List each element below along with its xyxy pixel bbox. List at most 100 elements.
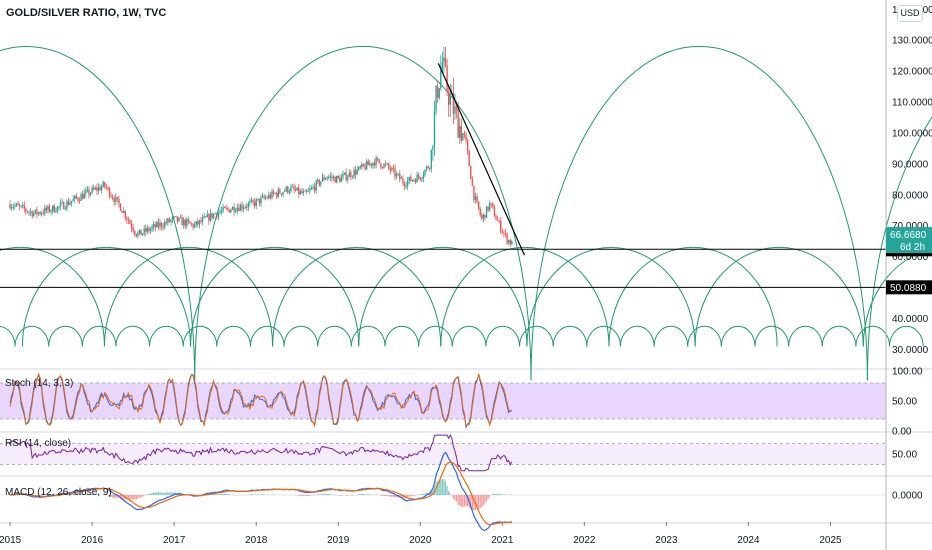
stoch-d-line <box>9 372 513 428</box>
candle-body <box>402 178 404 184</box>
cycle-arc-small <box>519 325 554 347</box>
candle-body <box>15 203 18 206</box>
candle-body <box>69 202 71 205</box>
macd-histogram-bar <box>485 495 488 501</box>
macd-histogram-bar <box>317 494 319 495</box>
macd-histogram-bar <box>252 494 254 495</box>
currency-button[interactable]: USD <box>897 5 923 22</box>
candle-body <box>500 220 502 232</box>
cycle-arc-small <box>48 325 83 347</box>
candle-body <box>58 206 60 208</box>
candle-body <box>362 164 365 167</box>
candle-body <box>104 182 106 187</box>
candle-body <box>198 220 201 225</box>
candle-body <box>397 173 399 175</box>
candle-body <box>171 217 174 220</box>
candle-body <box>167 218 169 224</box>
horizontal-line-label-box <box>886 280 932 295</box>
macd-histogram-bar <box>36 495 38 496</box>
cycle-arc-small <box>14 325 50 347</box>
candle-body <box>474 196 477 201</box>
macd-histogram-bar <box>421 494 423 495</box>
macd-histogram-bar <box>481 495 483 508</box>
candle-body <box>466 140 469 152</box>
candle-body <box>370 163 373 166</box>
candle-body <box>422 175 425 179</box>
candle-body <box>190 223 193 225</box>
candle-body <box>173 216 175 218</box>
macd-histogram-bar <box>115 495 117 498</box>
candle-body <box>39 212 41 214</box>
candle-body <box>301 190 303 194</box>
candle-body <box>212 213 215 218</box>
candle-body <box>427 166 429 169</box>
candle-body <box>141 233 144 235</box>
macd-histogram-bar <box>454 495 456 501</box>
candle-body <box>47 206 49 211</box>
candle-body <box>72 199 74 202</box>
candle-body <box>48 206 51 212</box>
candle-body <box>86 189 89 191</box>
candle-body <box>384 163 387 165</box>
cycle-arc-small <box>821 325 857 347</box>
rsi-tick: 50.00 <box>892 450 917 461</box>
overlays <box>0 63 886 288</box>
macd-histogram-bar <box>157 492 159 495</box>
candle-body <box>386 163 388 165</box>
candle-body <box>178 217 180 222</box>
grid <box>0 368 932 524</box>
candle-body <box>51 205 54 211</box>
cycle-arc-medium <box>440 246 610 347</box>
candle-body <box>239 205 242 211</box>
macd-histogram-bar <box>165 492 167 495</box>
candle-body <box>465 134 467 141</box>
candle-body <box>42 213 44 214</box>
candle-body <box>75 195 78 199</box>
trendline <box>437 63 526 256</box>
macd-histogram-bar <box>162 492 164 495</box>
candle-body <box>193 224 196 228</box>
candle-body <box>372 162 374 166</box>
candle-body <box>329 176 332 178</box>
candle-body <box>348 172 350 178</box>
macd-histogram-bar <box>110 495 112 497</box>
candle-body <box>238 207 240 211</box>
macd-histogram-bar <box>121 495 123 500</box>
candle-body <box>274 193 276 195</box>
candle-body <box>487 206 489 211</box>
candle-body <box>81 194 84 199</box>
cycle-arc-small <box>485 325 521 347</box>
macd-histogram-bar <box>419 494 421 495</box>
candle-body <box>64 208 67 210</box>
candle-body <box>449 94 451 105</box>
macd-histogram-bar <box>132 495 134 500</box>
candle-body <box>231 206 234 210</box>
candle-body <box>364 166 366 170</box>
macd-histogram-bar <box>496 493 499 495</box>
candle-body <box>343 172 346 175</box>
candle-body <box>197 221 199 225</box>
candle-body <box>455 106 458 111</box>
macd-histogram-bar <box>504 494 507 495</box>
macd-histogram-bar <box>126 495 128 500</box>
candle-body <box>107 187 109 189</box>
horizontal-line-label-text: 50.0880 <box>890 283 927 294</box>
candle-body <box>287 186 289 193</box>
candle-body <box>263 196 265 199</box>
candle-body <box>93 187 95 190</box>
candle-body <box>228 209 231 213</box>
cycle-arc-medium <box>526 246 696 347</box>
macd-histogram-bar <box>347 495 349 496</box>
y-tick-label: 100.0000 <box>892 128 932 139</box>
candle-body <box>175 216 177 218</box>
x-tick-label: 2019 <box>327 535 350 546</box>
candle-body <box>493 207 496 217</box>
candle-body <box>140 229 142 235</box>
candle-body <box>211 213 213 218</box>
macd-histogram-bar <box>71 493 73 495</box>
macd-histogram-bar <box>149 493 152 495</box>
macd-histogram-bar <box>407 495 409 498</box>
candle-body <box>454 106 456 114</box>
candle-body <box>298 187 300 194</box>
